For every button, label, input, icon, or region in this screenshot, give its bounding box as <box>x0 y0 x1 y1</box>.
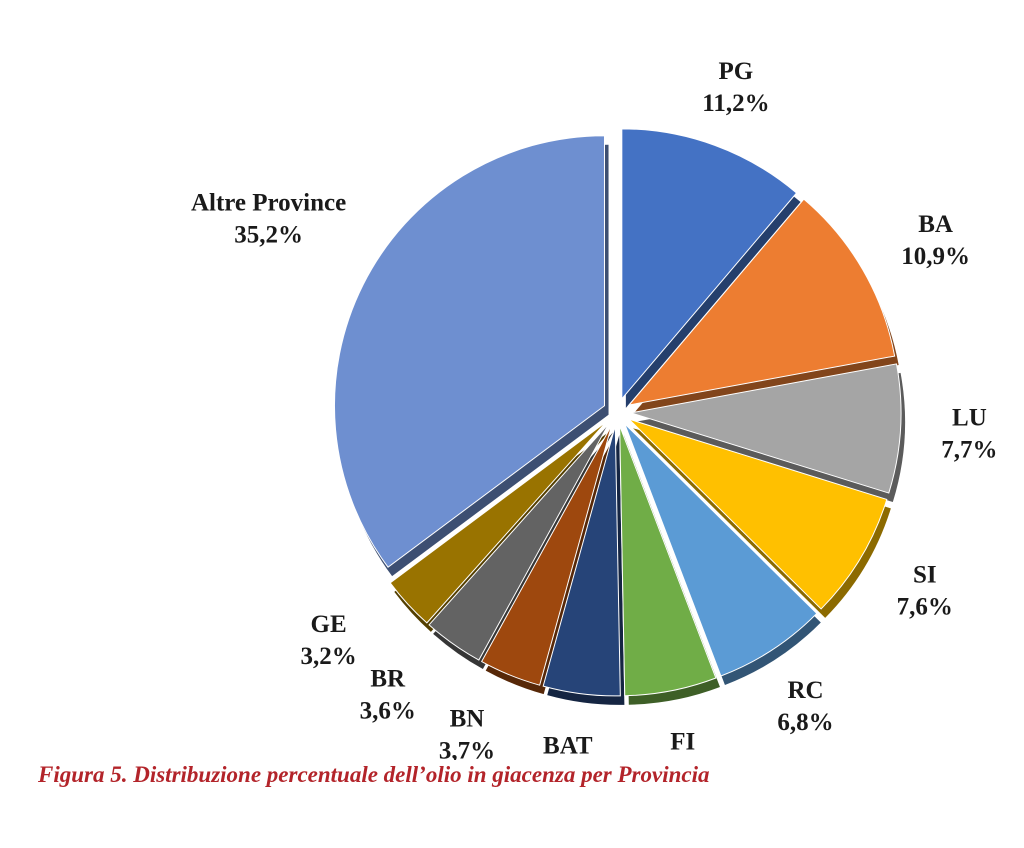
slice-label-bat: BAT4,6% <box>543 732 593 759</box>
pie-slice-si <box>628 418 888 610</box>
pie-slice-br <box>428 423 610 661</box>
pie-slice-fi <box>619 425 717 697</box>
slice-value-label: 10,9% <box>901 243 970 270</box>
slice-label-fi: FI5,5% <box>670 729 695 756</box>
slice-label-bn: BN 3,7% <box>439 706 495 760</box>
slice-category-label: RC <box>787 677 823 704</box>
slice-value-label: 3,6% <box>360 698 416 725</box>
slice-value-label: 11,2% <box>702 90 769 117</box>
slice-value-label: 3,2% <box>300 643 356 670</box>
slice-label-pg: PG 11,2% <box>702 58 769 117</box>
slice-label-br: BR 3,6% <box>360 666 416 725</box>
slice-label-ba: BA 10,9% <box>901 211 970 270</box>
pie-slice-ba <box>627 198 896 406</box>
pie-slice-pg <box>621 128 798 401</box>
pie-slice-rc <box>624 423 818 677</box>
figure-caption: Figura 5. Distribuzione percentuale dell… <box>38 762 710 787</box>
slice-category-label: BR <box>370 666 406 693</box>
pie-slice-bat <box>542 425 621 697</box>
pie-slice-layer <box>334 128 902 697</box>
pie-label-layer: PG 11,2% BA 10,9% LU 7,7% SI 7,6% RC 6,8% FI5,5% BA… <box>191 58 998 760</box>
slice-category-label: GE <box>311 611 347 638</box>
slice-category-label: PG <box>719 58 754 85</box>
pie-slice-ge <box>389 421 608 624</box>
slice-label-lu: LU 7,7% <box>941 405 997 464</box>
pie-chart: PG 11,2% BA 10,9% LU 7,7% SI 7,6% RC 6,8% FI5,5% BA… <box>191 58 998 760</box>
slice-value-label: 3,7% <box>439 738 495 760</box>
slice-category-label: BN <box>450 706 485 733</box>
pie-slice-bn <box>480 424 613 686</box>
slice-label-ge: GE 3,2% <box>300 611 356 670</box>
slice-category-label: BAT <box>543 732 593 759</box>
slice-category-label: BA <box>918 211 953 238</box>
slice-value-label: 7,6% <box>897 594 953 621</box>
pie-slice-altre-province <box>334 135 605 568</box>
slice-value-label: 7,7% <box>941 437 997 464</box>
slice-label-rc: RC 6,8% <box>777 677 833 736</box>
slice-category-label: LU <box>952 405 987 432</box>
slice-category-label: Altre Province <box>191 189 346 216</box>
slice-label-si: SI 7,6% <box>897 562 953 621</box>
slice-value-label: 35,2% <box>234 221 303 248</box>
slice-category-label: FI <box>670 729 695 756</box>
pie-slice-lu <box>630 363 902 494</box>
slice-label-altre-province: Altre Province 35,2% <box>191 189 346 248</box>
slice-value-label: 6,8% <box>777 709 833 736</box>
slice-category-label: SI <box>913 562 937 589</box>
